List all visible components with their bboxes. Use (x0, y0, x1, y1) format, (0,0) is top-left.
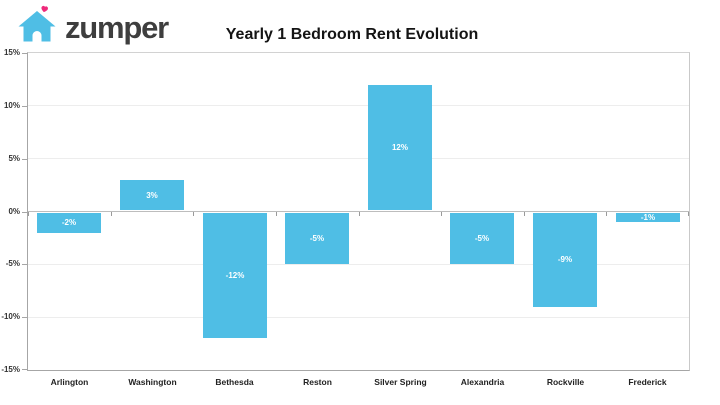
y-axis-label: -5% (5, 259, 20, 269)
bar-value-label: -9% (557, 255, 573, 265)
x-axis-boundary-tick (111, 211, 112, 216)
zumper-logo: zumper (14, 4, 169, 45)
bar-value-label: -1% (640, 212, 656, 222)
zero-axis-line (28, 211, 689, 212)
bar-value-label: -5% (474, 233, 490, 243)
x-axis-label: Frederick (628, 377, 667, 387)
bar-value-label: -2% (61, 218, 77, 228)
x-axis-label: Washington (128, 377, 177, 387)
x-axis-label: Rockville (546, 377, 585, 387)
zumper-wordmark: zumper (65, 9, 169, 45)
y-axis-tick (22, 317, 28, 319)
heart-icon (41, 5, 48, 13)
gridline (28, 105, 689, 107)
gridline (28, 263, 689, 265)
bar-reston: -5% (285, 212, 349, 265)
y-axis-tick (22, 369, 28, 370)
y-axis-tick (22, 211, 28, 213)
y-axis-tick (22, 53, 28, 54)
zumper-logo-icon (18, 5, 56, 42)
y-axis-label: 15% (3, 48, 20, 57)
x-axis-boundary-tick (606, 211, 607, 216)
y-axis-label: 10% (3, 100, 20, 110)
bar-value-label: -12% (225, 270, 245, 280)
bar-bethesda: -12% (203, 212, 267, 339)
y-axis-label: -15% (1, 365, 20, 374)
y-axis-label: 5% (8, 153, 20, 163)
x-axis-label: Silver Spring (374, 377, 427, 387)
x-axis-boundary-tick (359, 211, 360, 216)
bar-silver-spring: 12% (368, 84, 432, 211)
x-axis-label: Reston (303, 377, 332, 387)
y-axis-tick (22, 264, 28, 266)
x-axis-boundary-tick (441, 211, 442, 216)
x-axis-boundary-tick (524, 211, 525, 216)
y-axis-tick (22, 158, 28, 160)
bar-value-label: 3% (146, 190, 158, 200)
bar-alexandria: -5% (450, 212, 514, 265)
bar-value-label: 12% (391, 143, 408, 153)
x-axis-boundary-tick (28, 211, 29, 216)
house-icon (18, 11, 56, 42)
bar-arlington: -2% (37, 212, 101, 233)
x-axis-boundary-tick (276, 211, 277, 216)
bar-frederick: -1% (616, 212, 680, 223)
chart-plot-area: 15% 10% 5% 0% -5% -10% -15% -2% Arlington 3% Washi… (1, 49, 690, 387)
y-axis-label: -10% (1, 312, 20, 322)
gridline (28, 158, 689, 160)
bar-rockville: -9% (533, 212, 597, 307)
y-axis-tick (22, 105, 28, 107)
x-axis-boundary-tick (688, 211, 689, 216)
x-axis-label: Arlington (50, 377, 89, 387)
bar-washington: 3% (120, 179, 184, 211)
x-axis-label: Alexandria (460, 377, 505, 387)
bar-value-label: -5% (309, 233, 325, 243)
gridline (28, 316, 689, 318)
x-axis-label: Bethesda (215, 377, 254, 387)
y-axis-label: 0% (8, 206, 20, 216)
x-axis-boundary-tick (193, 211, 194, 216)
chart-title: Yearly 1 Bedroom Rent Evolution (225, 26, 479, 43)
